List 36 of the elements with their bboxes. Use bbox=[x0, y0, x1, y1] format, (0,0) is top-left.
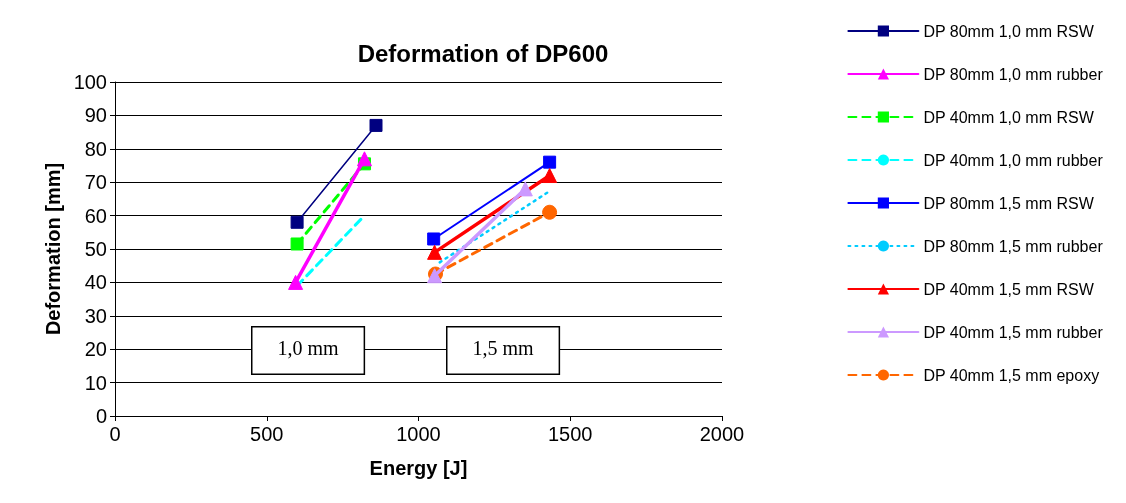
legend-label: DP 40mm 1,5 mm epoxy bbox=[923, 366, 1100, 384]
y-tick-label: 60 bbox=[84, 204, 107, 227]
y-tick-label: 10 bbox=[84, 371, 107, 394]
legend-label: DP 40mm 1,0 mm RSW bbox=[923, 108, 1095, 126]
legend-label: DP 40mm 1,5 mm rubber bbox=[923, 323, 1104, 341]
point bbox=[290, 237, 304, 251]
point bbox=[369, 118, 383, 132]
y-tick-label: 50 bbox=[84, 238, 107, 260]
legend-label: DP 80mm 1,5 mm RSW bbox=[923, 194, 1095, 212]
annotation: 1,5 mm bbox=[472, 336, 535, 359]
y-axis-title: Deformation [mm] bbox=[41, 162, 64, 336]
legend-label: DP 80mm 1,5 mm rubber bbox=[923, 237, 1104, 255]
legend-label: DP 40mm 1,0 mm rubber bbox=[923, 151, 1104, 169]
legend-label: DP 80mm 1,0 mm RSW bbox=[923, 22, 1095, 40]
y-tick-label: 30 bbox=[84, 304, 107, 327]
x-tick-label: 500 bbox=[250, 423, 284, 445]
y-tick-label: 70 bbox=[84, 171, 107, 194]
y-tick-label: 100 bbox=[73, 71, 107, 93]
chart-title: Deformation of DP600 bbox=[357, 39, 609, 67]
x-tick-label: 2000 bbox=[699, 423, 745, 445]
point bbox=[427, 232, 441, 246]
y-tick-label: 80 bbox=[84, 137, 107, 160]
x-axis-title: Energy [J] bbox=[369, 457, 468, 479]
point bbox=[542, 204, 558, 220]
y-tick-label: 20 bbox=[84, 338, 107, 361]
point bbox=[543, 155, 557, 169]
y-tick-label: 0 bbox=[95, 405, 107, 427]
x-tick-label: 1000 bbox=[396, 423, 441, 445]
annotation: 1,0 mm bbox=[277, 336, 340, 359]
y-tick-label: 40 bbox=[84, 271, 107, 294]
legend-label: DP 40mm 1,5 mm RSW bbox=[923, 280, 1095, 298]
legend-label: DP 80mm 1,0 mm rubber bbox=[923, 65, 1104, 83]
y-tick-label: 90 bbox=[84, 104, 107, 127]
x-tick-label: 1500 bbox=[548, 423, 593, 445]
x-tick-label: 0 bbox=[109, 423, 121, 445]
point bbox=[290, 215, 304, 229]
